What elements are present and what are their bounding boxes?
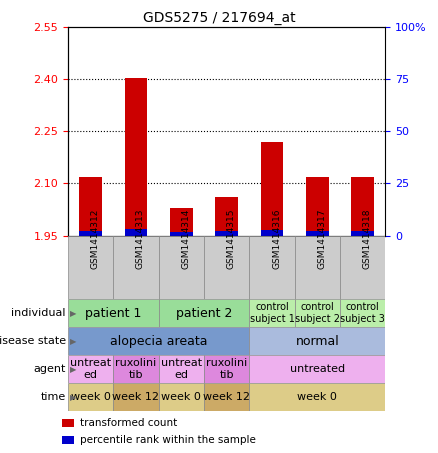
Text: control
subject 2: control subject 2 bbox=[295, 302, 340, 324]
Bar bbox=[159, 355, 204, 383]
Bar bbox=[261, 231, 283, 236]
Bar bbox=[204, 383, 249, 411]
Text: week 0: week 0 bbox=[161, 392, 201, 402]
Text: GSM1414318: GSM1414318 bbox=[363, 208, 372, 269]
Text: untreat
ed: untreat ed bbox=[70, 358, 111, 380]
Bar bbox=[68, 383, 113, 411]
Bar bbox=[306, 231, 329, 236]
Bar bbox=[249, 299, 295, 327]
Bar bbox=[159, 236, 204, 299]
Text: GSM1414317: GSM1414317 bbox=[318, 208, 326, 269]
Text: patient 2: patient 2 bbox=[176, 307, 232, 319]
Bar bbox=[204, 236, 249, 299]
Text: untreat
ed: untreat ed bbox=[161, 358, 202, 380]
Bar bbox=[215, 198, 238, 236]
Text: percentile rank within the sample: percentile rank within the sample bbox=[80, 435, 256, 445]
Bar bbox=[68, 236, 113, 299]
Bar bbox=[79, 177, 102, 236]
Bar bbox=[306, 177, 329, 236]
Text: normal: normal bbox=[296, 335, 339, 347]
Bar bbox=[159, 299, 249, 327]
Bar bbox=[79, 231, 102, 236]
Text: ruxolini
tib: ruxolini tib bbox=[206, 358, 247, 380]
Text: week 12: week 12 bbox=[203, 392, 250, 402]
Bar bbox=[124, 229, 147, 236]
Bar bbox=[124, 77, 147, 236]
Text: control
subject 1: control subject 1 bbox=[250, 302, 294, 324]
Bar bbox=[170, 208, 193, 236]
Bar bbox=[113, 236, 159, 299]
Bar bbox=[249, 236, 295, 299]
Text: agent: agent bbox=[33, 364, 66, 374]
Text: transformed count: transformed count bbox=[80, 418, 177, 428]
Bar bbox=[68, 299, 159, 327]
Bar bbox=[215, 231, 238, 236]
Bar bbox=[249, 355, 385, 383]
Text: week 0: week 0 bbox=[297, 392, 337, 402]
Text: ▶: ▶ bbox=[70, 393, 77, 402]
Bar bbox=[351, 231, 374, 236]
Text: GSM1414315: GSM1414315 bbox=[227, 208, 236, 269]
Bar bbox=[295, 299, 340, 327]
Bar bbox=[204, 355, 249, 383]
Bar bbox=[340, 236, 385, 299]
Text: week 12: week 12 bbox=[113, 392, 159, 402]
Text: control
subject 3: control subject 3 bbox=[340, 302, 385, 324]
Bar bbox=[113, 383, 159, 411]
Bar bbox=[68, 355, 113, 383]
Bar bbox=[62, 419, 74, 427]
Text: patient 1: patient 1 bbox=[85, 307, 141, 319]
Bar bbox=[261, 142, 283, 236]
Bar bbox=[62, 436, 74, 444]
Text: GSM1414312: GSM1414312 bbox=[91, 208, 99, 269]
Text: ▶: ▶ bbox=[70, 337, 77, 346]
Text: GSM1414313: GSM1414313 bbox=[136, 208, 145, 269]
Bar bbox=[249, 383, 385, 411]
Bar bbox=[113, 355, 159, 383]
Text: disease state: disease state bbox=[0, 336, 66, 346]
Text: untreated: untreated bbox=[290, 364, 345, 374]
Text: individual: individual bbox=[11, 308, 66, 318]
Text: time: time bbox=[40, 392, 66, 402]
Bar bbox=[351, 177, 374, 236]
Text: GSM1414314: GSM1414314 bbox=[181, 208, 190, 269]
Bar bbox=[170, 232, 193, 236]
Text: ▶: ▶ bbox=[70, 365, 77, 374]
Text: alopecia areata: alopecia areata bbox=[110, 335, 207, 347]
Bar bbox=[68, 327, 249, 355]
Bar bbox=[159, 383, 204, 411]
Bar bbox=[340, 299, 385, 327]
Text: GDS5275 / 217694_at: GDS5275 / 217694_at bbox=[143, 11, 295, 25]
Text: ▶: ▶ bbox=[70, 308, 77, 318]
Text: week 0: week 0 bbox=[71, 392, 110, 402]
Bar bbox=[295, 236, 340, 299]
Text: GSM1414316: GSM1414316 bbox=[272, 208, 281, 269]
Text: ruxolini
tib: ruxolini tib bbox=[115, 358, 156, 380]
Bar bbox=[249, 327, 385, 355]
